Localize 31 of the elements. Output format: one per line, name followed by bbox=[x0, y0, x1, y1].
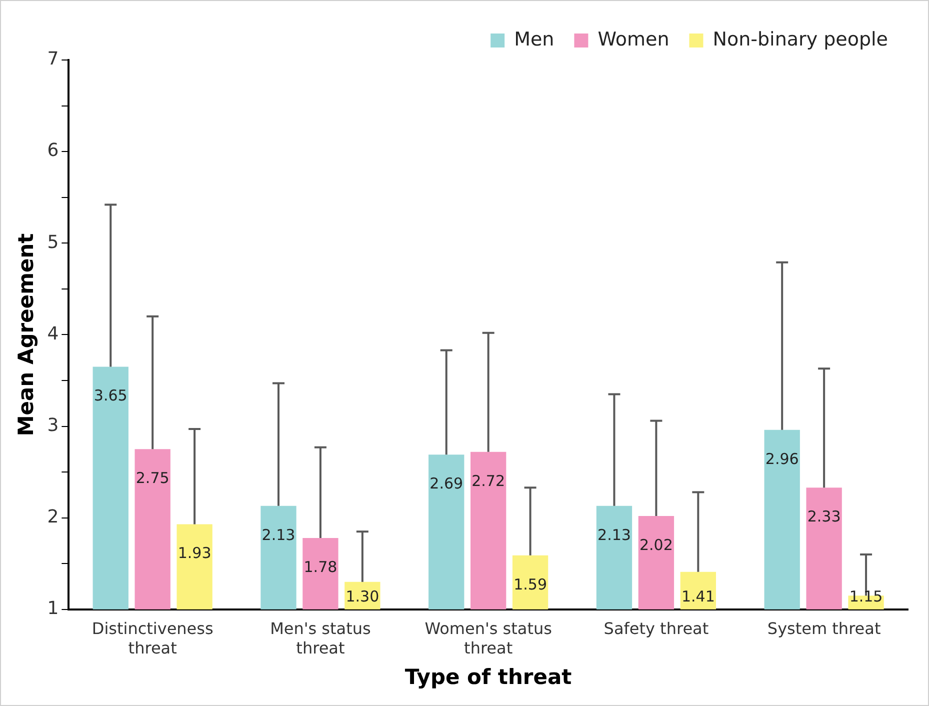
data-label: 2.69 bbox=[430, 474, 464, 493]
x-tick-label: Men's status threat bbox=[270, 619, 371, 658]
legend-label: Men bbox=[514, 28, 554, 50]
data-label: 2.13 bbox=[598, 526, 631, 544]
data-label: 2.13 bbox=[262, 526, 296, 544]
x-tick-label: Distinctiveness threat bbox=[92, 619, 214, 658]
y-tick-label: 1 bbox=[47, 598, 59, 620]
legend-label: Non-binary people bbox=[712, 28, 888, 50]
data-label: 1.78 bbox=[304, 558, 338, 576]
y-tick-label: 3 bbox=[47, 414, 59, 436]
y-tick-label: 6 bbox=[47, 140, 59, 162]
legend-label: Women bbox=[598, 28, 670, 50]
x-tick-label: Safety threat bbox=[604, 619, 709, 638]
data-label: 1.59 bbox=[514, 575, 547, 594]
data-label: 2.72 bbox=[472, 472, 506, 490]
data-label: 1.30 bbox=[346, 587, 380, 606]
x-tick-label: System threat bbox=[767, 619, 881, 638]
data-label: 2.02 bbox=[639, 536, 673, 554]
data-label: 2.33 bbox=[807, 508, 841, 526]
y-tick-label: 7 bbox=[47, 48, 59, 70]
data-label: 2.96 bbox=[765, 450, 799, 468]
x-tick-label: Women's status threat bbox=[424, 619, 552, 658]
data-label: 1.41 bbox=[681, 587, 715, 606]
y-tick-label: 2 bbox=[47, 506, 59, 528]
y-tick-label: 5 bbox=[47, 232, 59, 253]
data-label: 3.65 bbox=[94, 386, 128, 405]
data-label: 1.93 bbox=[178, 544, 212, 562]
x-axis-title: Type of threat bbox=[404, 664, 572, 689]
y-tick-label: 4 bbox=[47, 323, 59, 344]
y-axis-title: Mean Agreement bbox=[14, 233, 38, 436]
data-label: 2.75 bbox=[136, 469, 170, 488]
